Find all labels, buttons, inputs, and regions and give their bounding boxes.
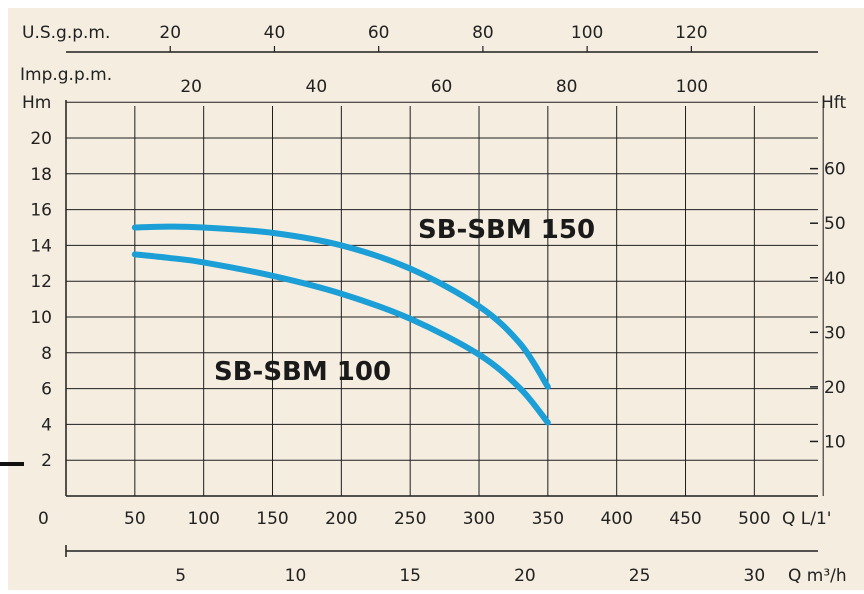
impgpm-tick-label: 40	[306, 77, 328, 97]
axes	[65, 46, 818, 557]
edge-marker	[0, 462, 24, 466]
usgpm-tick-label: 120	[675, 23, 707, 43]
usgpm-axis-label: U.S.g.p.m.	[22, 23, 110, 43]
y-tick-label: 6	[41, 380, 52, 400]
impgpm-tick-label: 60	[431, 77, 453, 97]
x-tick-label: 100	[187, 509, 219, 529]
x-tick-label: 300	[463, 509, 495, 529]
impgpm-tick-label: 100	[676, 77, 708, 97]
hft-tick-label: 60	[824, 160, 846, 180]
y-tick-label: 12	[30, 272, 52, 292]
usgpm-tick-label: 20	[159, 23, 181, 43]
hft-tick-label: 30	[824, 323, 846, 343]
hft-tick-label: 50	[824, 214, 846, 234]
x-tick-label: 50	[124, 509, 146, 529]
m3h-tick-label: 25	[629, 566, 651, 586]
usgpm-tick-label: 40	[264, 23, 286, 43]
m3h-tick-label: 5	[175, 566, 186, 586]
origin-label: 0	[38, 509, 49, 529]
y-axis-label: Hm	[22, 93, 51, 113]
y-tick-label: 14	[30, 236, 52, 256]
m3h-axis-label: Q m³/h	[788, 566, 847, 586]
grid-lines	[66, 101, 824, 496]
hft-tick-label: 20	[824, 378, 846, 398]
y-tick-label: 16	[30, 201, 52, 221]
y-tick-label: 4	[41, 415, 52, 435]
m3h-tick-label: 20	[514, 566, 536, 586]
impgpm-tick-label: 20	[180, 77, 202, 97]
m3h-tick-label: 10	[285, 566, 307, 586]
x-tick-label: 500	[738, 509, 770, 529]
x-tick-label: 400	[600, 509, 632, 529]
y-tick-label: 10	[30, 308, 52, 328]
impgpm-tick-label: 80	[556, 77, 578, 97]
x-tick-label: 350	[532, 509, 564, 529]
hft-tick-label: 10	[824, 432, 846, 452]
y-tick-label: 20	[30, 129, 52, 149]
x-tick-label: 450	[669, 509, 701, 529]
hft-tick-label: 40	[824, 269, 846, 289]
series-label-sb-sbm-150: SB-SBM 150	[418, 215, 595, 245]
y-tick-label: 2	[41, 451, 52, 471]
x-tick-label: 150	[256, 509, 288, 529]
usgpm-tick-label: 80	[472, 23, 494, 43]
x-tick-label: 250	[394, 509, 426, 529]
curve-series-1	[131, 223, 551, 390]
x-tick-label: 200	[325, 509, 357, 529]
y-tick-label: 8	[41, 344, 52, 364]
series-label-sb-sbm-100: SB-SBM 100	[214, 357, 391, 387]
usgpm-tick-label: 100	[571, 23, 603, 43]
x-axis-label: Q L/1'	[782, 509, 831, 529]
usgpm-tick-label: 60	[368, 23, 390, 43]
chart-background	[8, 8, 864, 590]
y-tick-label: 18	[30, 165, 52, 185]
curve-series-2	[131, 251, 551, 426]
impgpm-axis-label: Imp.g.p.m.	[20, 65, 112, 85]
hft-axis-label: Hft	[821, 93, 846, 113]
performance-curves	[131, 223, 551, 426]
m3h-tick-label: 30	[744, 566, 766, 586]
m3h-tick-label: 15	[399, 566, 421, 586]
